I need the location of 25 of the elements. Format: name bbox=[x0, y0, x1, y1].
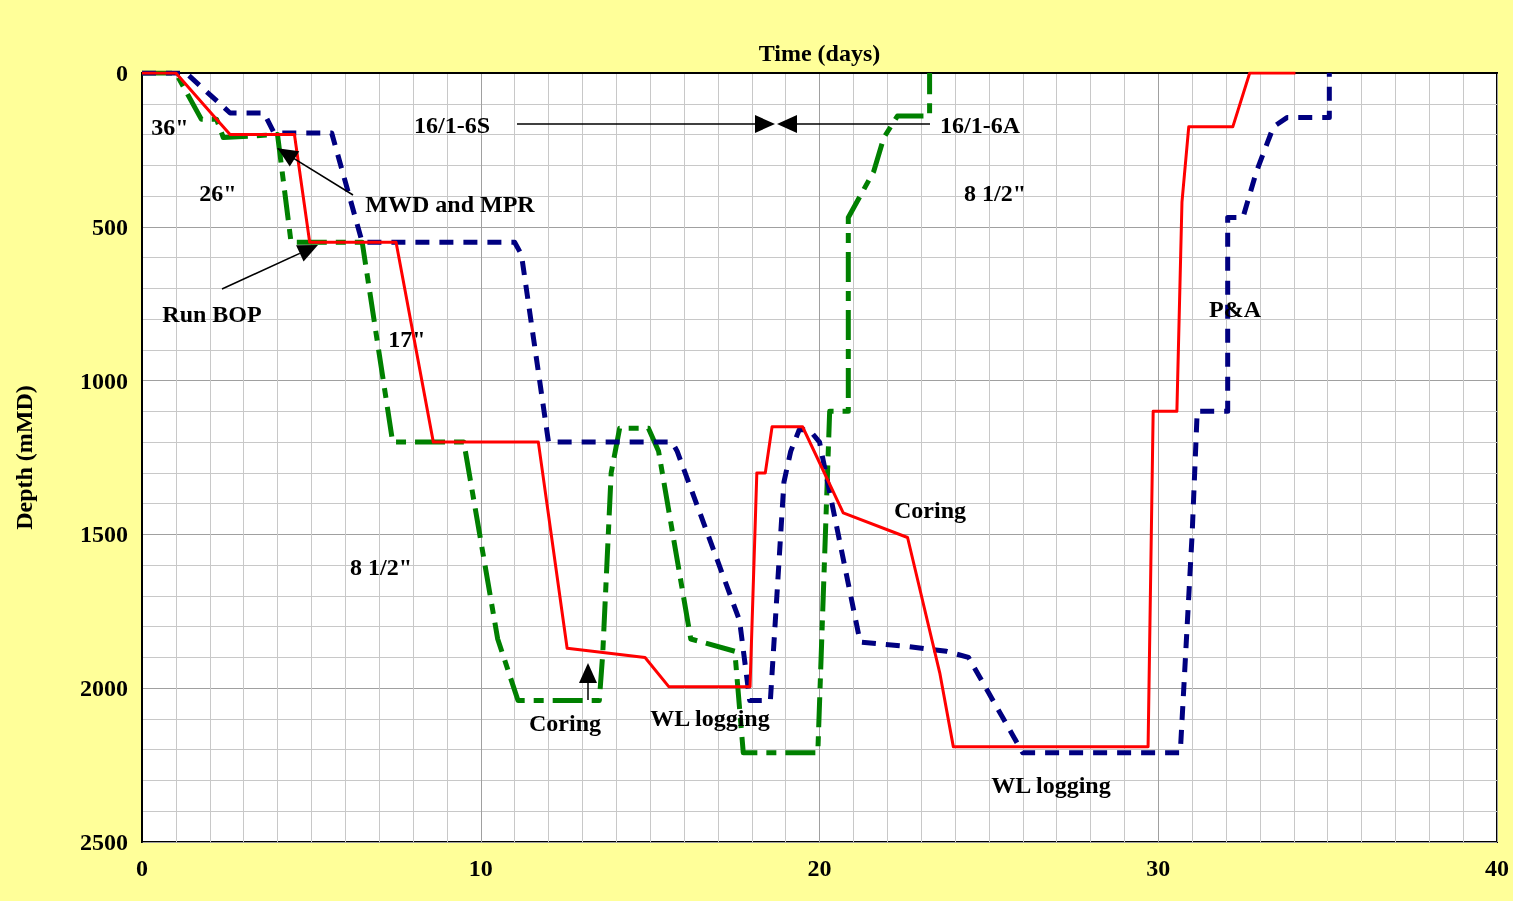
annotation: 8 1/2" bbox=[350, 554, 412, 580]
annotation: WL logging bbox=[991, 772, 1111, 798]
annotation: Coring bbox=[894, 497, 966, 523]
annotation: 36" bbox=[151, 114, 189, 140]
y-tick-label: 2500 bbox=[80, 829, 128, 855]
annotation: 8 1/2" bbox=[964, 180, 1026, 206]
y-tick-label: 500 bbox=[92, 213, 128, 240]
y-tick-label: 2000 bbox=[80, 675, 128, 702]
annotation: WL logging bbox=[650, 705, 770, 731]
x-tick-label: 30 bbox=[1146, 855, 1171, 881]
y-tick-label: 0 bbox=[116, 60, 128, 86]
x-tick-label: 20 bbox=[807, 855, 832, 881]
x-tick-label: 10 bbox=[468, 855, 493, 881]
annotation: 26" bbox=[199, 180, 237, 206]
annotation: Run BOP bbox=[162, 301, 262, 327]
y-tick-label: 1500 bbox=[80, 521, 128, 548]
y-axis-title: Depth (mMD) bbox=[11, 385, 37, 530]
annotation: 16/1-6S bbox=[413, 112, 491, 138]
x-axis-title: Time (days) bbox=[758, 40, 881, 66]
x-tick-label: 40 bbox=[1485, 855, 1509, 881]
annotation: Coring bbox=[529, 710, 601, 736]
annotation: MWD and MPR bbox=[365, 191, 536, 217]
x-tick-label: 0 bbox=[136, 855, 148, 881]
y-tick-label: 1000 bbox=[80, 367, 128, 394]
annotation: 16/1-6A bbox=[940, 112, 1021, 138]
